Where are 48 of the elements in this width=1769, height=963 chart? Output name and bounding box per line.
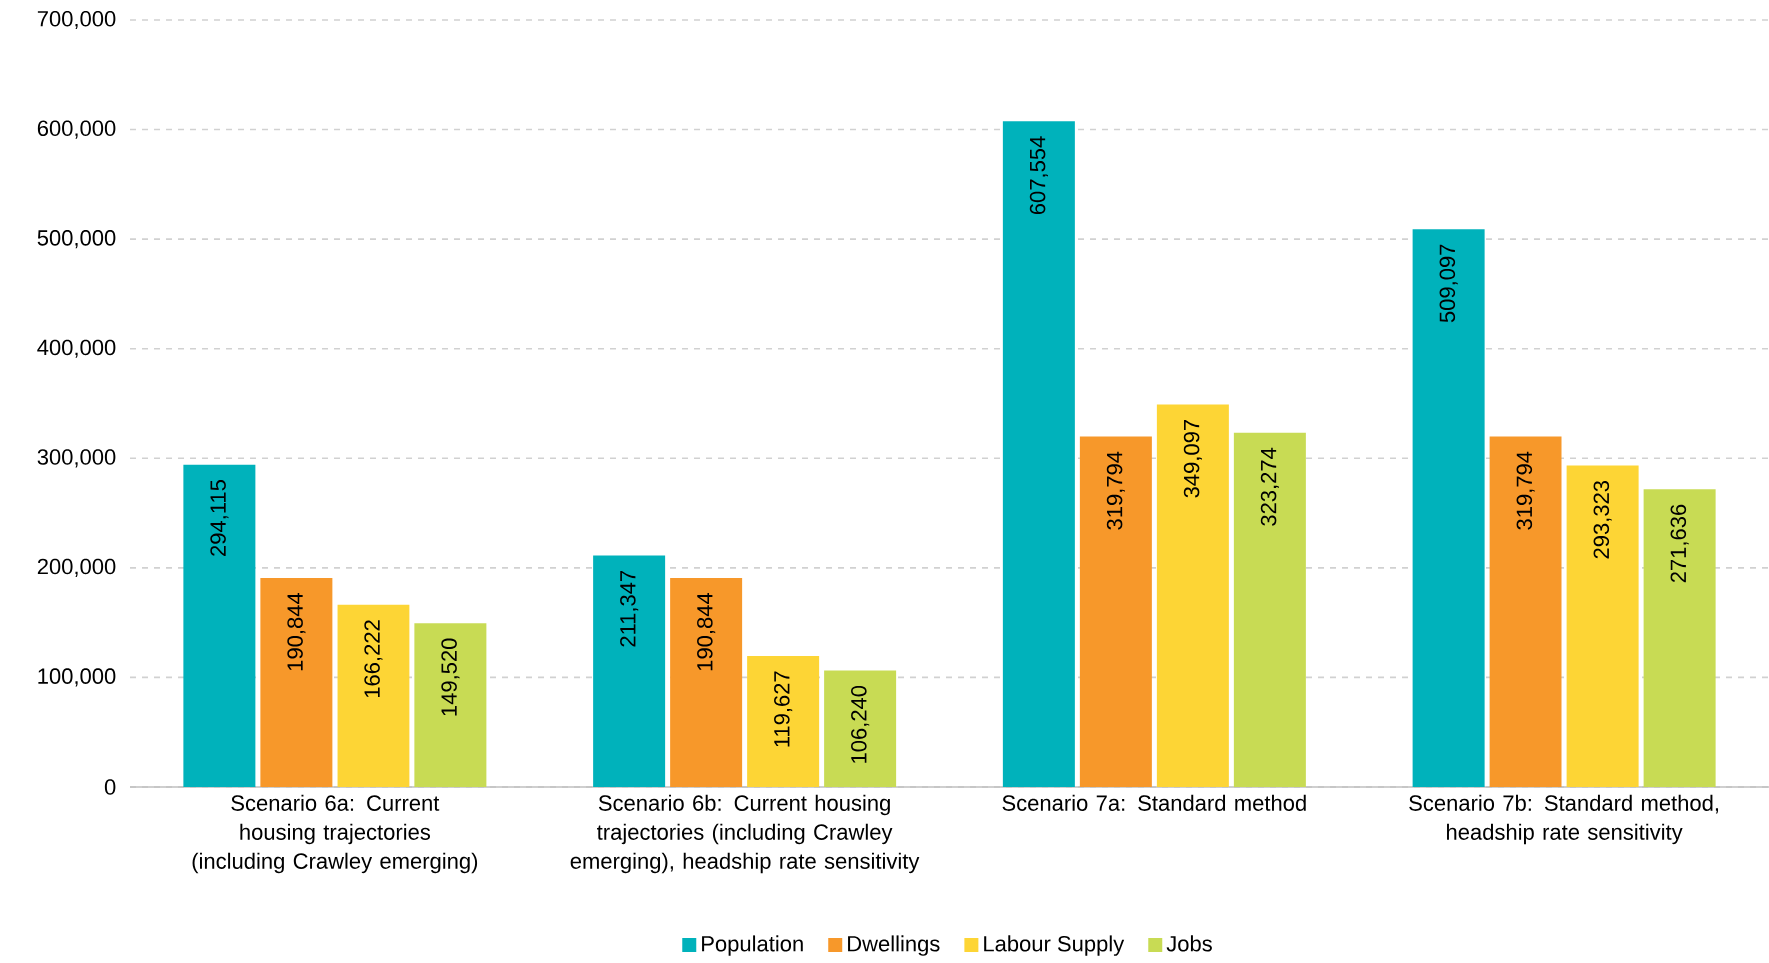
y-tick-label: 300,000 (37, 449, 116, 468)
data-label: 319,794 (1106, 451, 1125, 530)
data-label: 319,794 (1516, 451, 1535, 530)
x-tick-label: Scenario 6b: Current housing trajectories (including Crawley emerging), headship rate sensitivity (570, 794, 920, 874)
data-label: 190,844 (287, 592, 306, 671)
bar (1156, 404, 1229, 787)
legend-label: Population (702, 935, 803, 956)
data-label: 294,115 (210, 480, 229, 556)
bar (593, 555, 666, 787)
y-tick-label: 600,000 (37, 120, 116, 139)
bar (1233, 432, 1306, 787)
data-label: 190,844 (697, 592, 716, 671)
bar (1566, 465, 1639, 787)
data-label: 271,636 (1670, 504, 1689, 583)
data-label: 349,097 (1183, 420, 1202, 498)
bar (824, 670, 897, 787)
y-tick-label: 0 (104, 779, 116, 795)
legend-label: Jobs (1166, 935, 1212, 952)
x-tick-label: Scenario 7a: Standard method (1002, 794, 1306, 811)
y-tick-label: 100,000 (38, 668, 116, 687)
legend-label: Labour Supply (984, 935, 1125, 956)
x-tick-label: Scenario 6a: Current housing trajectories (including Crawley emerging) (192, 794, 478, 874)
bar (260, 577, 333, 787)
data-label: 211,347 (620, 570, 639, 647)
bar (183, 464, 256, 787)
data-label: 509,097 (1439, 244, 1458, 323)
x-tick-label: Scenario 7b: Standard method, headship rate sensitivity (1409, 794, 1719, 845)
legend-label: Dwellings (848, 935, 940, 956)
data-label: 106,240 (851, 685, 870, 763)
bar (1489, 436, 1562, 787)
data-label: 293,323 (1593, 480, 1612, 559)
bar (670, 577, 743, 787)
bar (1002, 121, 1075, 787)
bar (1643, 489, 1716, 787)
bar (747, 655, 820, 787)
y-tick-label: 200,000 (37, 558, 116, 577)
bar (337, 604, 410, 787)
data-label: 323,274 (1260, 447, 1279, 526)
bar (1412, 229, 1485, 787)
data-label: 149,520 (441, 638, 460, 716)
data-label: 119,627 (774, 671, 793, 747)
bar (414, 623, 487, 787)
y-tick-label: 700,000 (37, 10, 116, 30)
bar (1079, 436, 1152, 787)
y-tick-label: 500,000 (37, 230, 116, 249)
data-label: 607,554 (1029, 136, 1048, 215)
y-tick-label: 400,000 (37, 339, 116, 358)
data-label: 166,222 (364, 620, 383, 698)
